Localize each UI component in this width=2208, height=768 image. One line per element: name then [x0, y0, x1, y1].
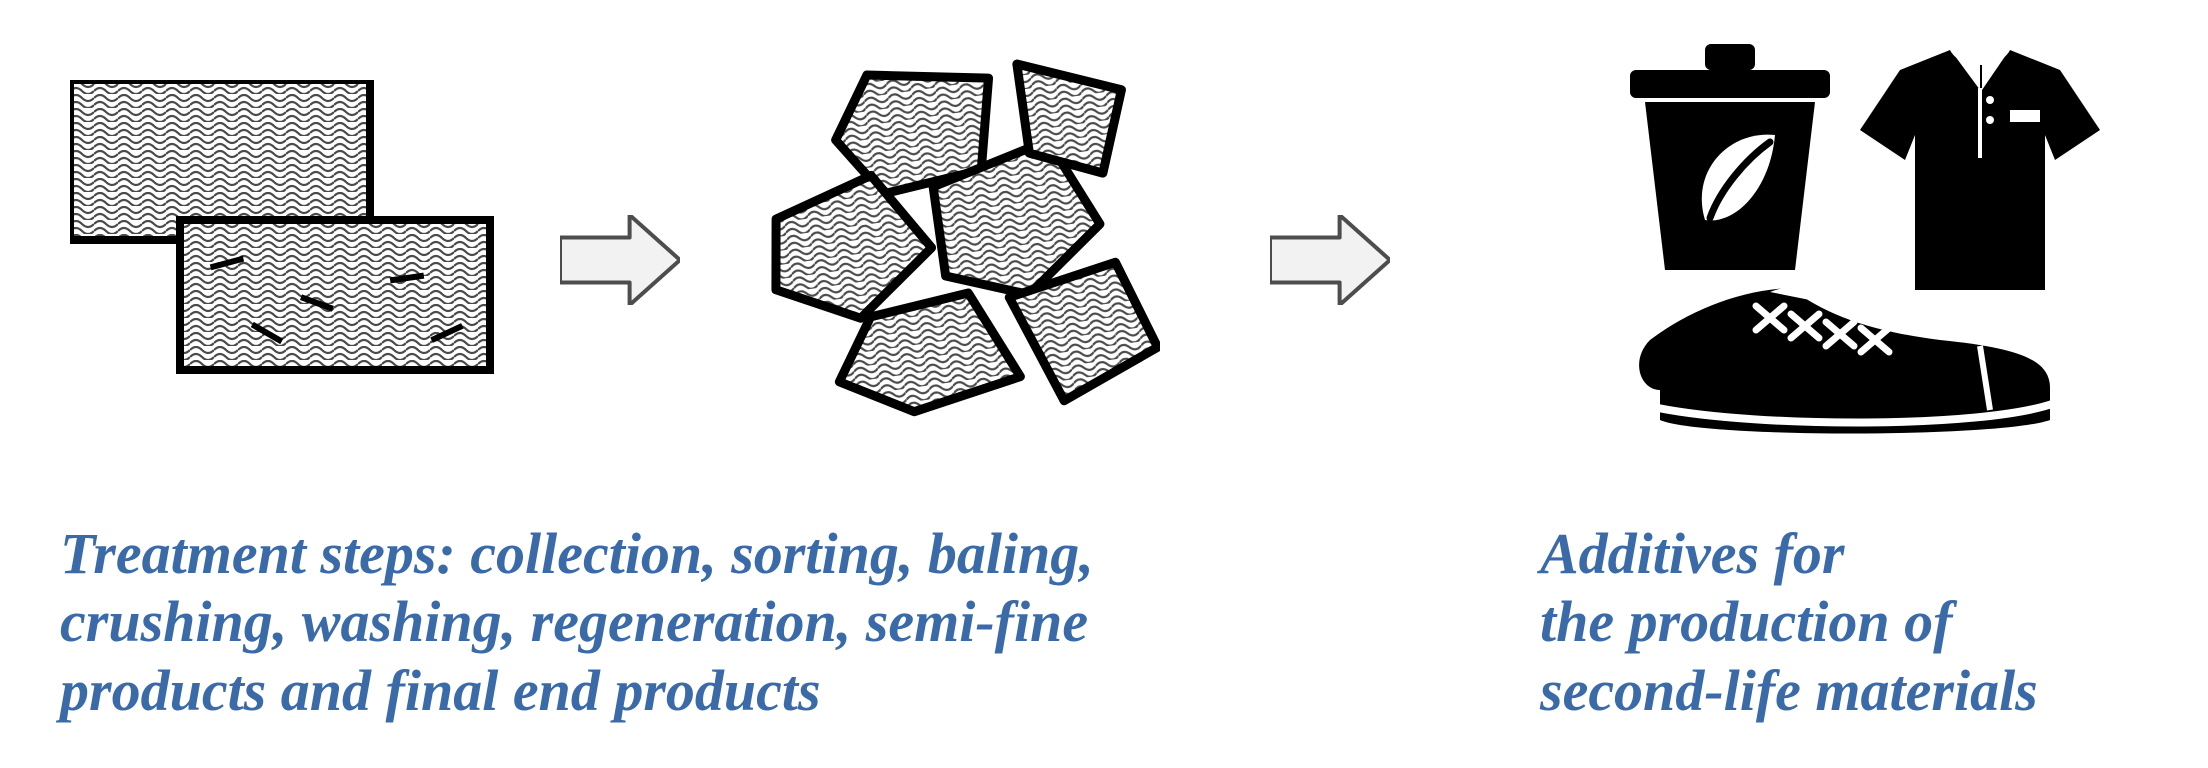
shredded-material: [740, 45, 1160, 425]
caption-right: Additives for the production of second-l…: [1540, 520, 2038, 725]
caption-left-line2: crushing, washing, regeneration, semi-fi…: [60, 588, 1094, 656]
caption-left: Treatment steps: collection, sorting, ba…: [60, 520, 1094, 725]
diagram-stage: Treatment steps: collection, sorting, ba…: [0, 0, 2208, 768]
caption-left-line3: products and final end products: [60, 657, 1094, 725]
caption-left-line1: Treatment steps: collection, sorting, ba…: [60, 520, 1094, 588]
arrow-2: [1270, 215, 1390, 305]
product-icons: [1580, 30, 2100, 460]
arrow-1: [560, 215, 680, 305]
caption-right-line1: Additives for: [1540, 520, 2038, 588]
caption-right-line3: second-life materials: [1540, 657, 2038, 725]
material-panels: [70, 80, 500, 410]
caption-right-line2: the production of: [1540, 588, 2038, 656]
